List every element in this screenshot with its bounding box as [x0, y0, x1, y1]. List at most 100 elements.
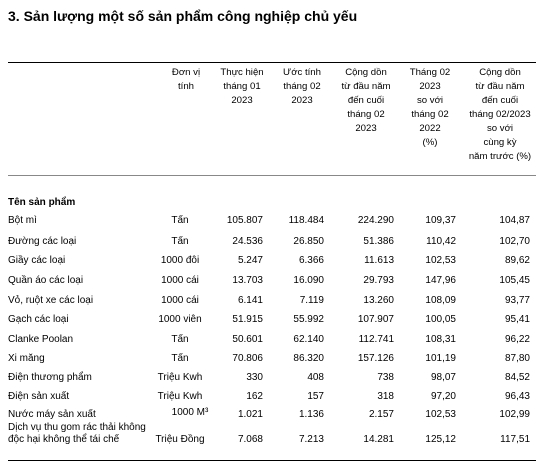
table-row: Clanke Poolan Tấn 50.601 62.140 112.741 … [0, 334, 544, 352]
value-cumulative-pct: 117,51 [500, 434, 530, 445]
value-jan: 51.915 [232, 314, 263, 325]
value-cumulative: 14.281 [363, 434, 394, 445]
value-jan: 5.247 [237, 255, 263, 266]
product-name: Đường các loại [8, 236, 77, 247]
unit-cell: Tấn [171, 236, 189, 247]
unit-cell: 1000 đôi [160, 255, 200, 266]
value-jan: 50.601 [232, 334, 263, 345]
value-jan: 6.141 [237, 295, 263, 306]
section-title: 3. Sản lượng một số sản phẩm công nghiệp… [8, 8, 358, 24]
value-feb-pct: 101,19 [425, 353, 456, 364]
unit-cell: Triệu Kwh [157, 372, 203, 383]
table-row: Gạch các loại 1000 viên 51.915 55.992 10… [0, 314, 544, 332]
value-cumulative: 107.907 [357, 314, 394, 325]
value-feb: 118.484 [288, 215, 324, 226]
value-cumulative: 29.793 [363, 275, 394, 286]
value-jan: 7.068 [237, 434, 263, 445]
product-name: Điện sản xuất [8, 391, 70, 402]
value-cumulative-pct: 102,99 [499, 409, 530, 420]
header-cumulative: Cộng dồn từ đầu năm đến cuối tháng 02 20… [341, 67, 391, 134]
value-cumulative: 224.290 [357, 215, 394, 226]
table-row: Quần áo các loại 1000 cái 13.703 16.090 … [0, 275, 544, 293]
value-jan: 13.703 [232, 275, 263, 286]
value-cumulative-pct: 89,62 [504, 255, 530, 266]
value-cumulative: 2.157 [368, 409, 394, 420]
value-feb: 7.213 [298, 434, 324, 445]
value-jan: 105.807 [226, 215, 263, 226]
product-name-line-1: Dịch vụ thu gom rác thải không [8, 422, 146, 433]
value-cumulative-pct: 84,52 [504, 372, 530, 383]
product-name: Xi măng [8, 353, 45, 364]
product-name: Điện thương phẩm [8, 372, 92, 383]
value-cumulative-pct: 105,45 [499, 275, 530, 286]
unit-cell: 1000 M³ [171, 407, 209, 418]
header-feb-2023-estimate: Ước tính tháng 02 2023 [283, 67, 321, 106]
value-feb-pct: 97,20 [430, 391, 456, 402]
value-feb: 55.992 [293, 314, 324, 325]
product-name: Quần áo các loại [8, 275, 84, 286]
table-row: Nước máy sản xuất 1000 M³ 1.021 1.136 2.… [0, 407, 544, 427]
unit-cell: 1000 viên [158, 314, 202, 325]
value-feb-pct: 98,07 [430, 372, 456, 383]
header-unit: Đơn vị tính [171, 67, 201, 92]
value-feb: 1.136 [298, 409, 324, 420]
value-feb-pct: 110,42 [426, 236, 456, 247]
value-feb: 16.090 [293, 275, 324, 286]
value-feb-pct: 102,53 [425, 409, 456, 420]
product-name-line-2: độc hại không thể tái chế [8, 434, 120, 445]
value-feb: 26.850 [293, 236, 324, 247]
value-feb: 62.140 [293, 334, 324, 345]
value-feb-pct: 125,12 [425, 434, 456, 445]
value-feb-pct: 102,53 [425, 255, 456, 266]
table-row: Điện sản xuất Triệu Kwh 162 157 318 97,2… [0, 391, 544, 409]
product-name: Gạch các loại [8, 314, 69, 325]
value-cumulative-pct: 95,41 [504, 314, 530, 325]
value-cumulative: 738 [377, 372, 394, 383]
table-row: Bột mì Tấn 105.807 118.484 224.290 109,3… [0, 215, 544, 233]
product-name: Vỏ, ruột xe các loại [8, 295, 94, 306]
value-cumulative-pct: 87,80 [504, 353, 530, 364]
table-top-rule [8, 62, 536, 63]
unit-cell: 1000 cái [161, 295, 199, 306]
value-feb: 7.119 [299, 295, 324, 306]
product-name: Nước máy sản xuất [8, 409, 96, 420]
unit-cell: Triệu Đồng [155, 434, 205, 445]
value-cumulative: 318 [377, 391, 394, 402]
value-cumulative: 112.741 [358, 334, 394, 345]
value-feb-pct: 108,09 [425, 295, 456, 306]
value-feb-pct: 108,31 [425, 334, 456, 345]
value-jan: 1.021 [237, 409, 263, 420]
value-cumulative-pct: 96,22 [504, 334, 530, 345]
product-name: Clanke Poolan [8, 334, 74, 345]
unit-cell: Tấn [171, 215, 189, 226]
table-row: Điện thương phẩm Triệu Kwh 330 408 738 9… [0, 372, 544, 390]
value-feb: 86.320 [293, 353, 324, 364]
table-bottom-rule [8, 460, 536, 461]
unit-cell: Tấn [171, 334, 189, 345]
product-name: Giầy các loại [8, 255, 66, 266]
value-cumulative: 13.260 [363, 295, 394, 306]
value-cumulative: 157.126 [357, 353, 394, 364]
unit-cell: Triệu Kwh [157, 391, 203, 402]
table-row: Xi măng Tấn 70.806 86.320 157.126 101,19… [0, 353, 544, 371]
value-jan: 70.806 [232, 353, 263, 364]
product-name: Bột mì [8, 215, 37, 226]
value-jan: 330 [246, 372, 263, 383]
value-jan: 24.536 [232, 236, 263, 247]
value-feb-pct: 147,96 [425, 275, 456, 286]
value-cumulative-pct: 96,43 [504, 391, 530, 402]
unit-cell: 1000 cái [161, 275, 199, 286]
value-feb-pct: 100,05 [425, 314, 456, 325]
table-row: Đường các loại Tấn 24.536 26.850 51.386 … [0, 236, 544, 254]
table-row: Vỏ, ruột xe các loại 1000 cái 6.141 7.11… [0, 295, 544, 313]
value-jan: 162 [246, 391, 263, 402]
unit-cell: Tấn [171, 353, 189, 364]
value-cumulative-pct: 104,87 [499, 215, 530, 226]
value-feb: 408 [307, 372, 324, 383]
header-cumulative-vs-prev-year: Cộng dồn từ đầu năm đến cuối tháng 02/20… [468, 67, 532, 162]
value-feb: 157 [307, 391, 324, 402]
table-row: Giầy các loại 1000 đôi 5.247 6.366 11.61… [0, 255, 544, 273]
value-cumulative: 51.386 [363, 236, 394, 247]
header-feb-vs-feb: Tháng 02 2023 so với tháng 02 2022 (%) [409, 67, 451, 148]
value-cumulative-pct: 93,77 [504, 295, 530, 306]
